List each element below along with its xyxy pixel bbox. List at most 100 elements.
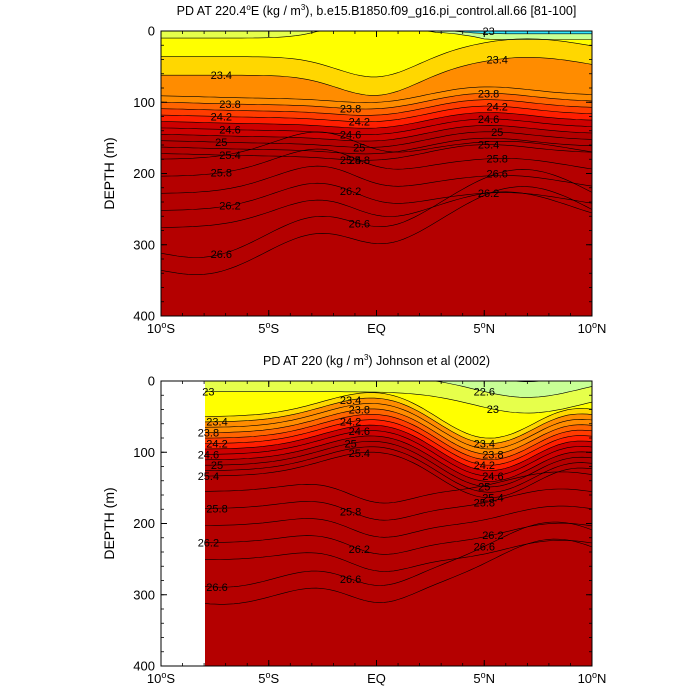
x-tick-label: 10oN xyxy=(578,670,607,686)
contour-label: 24.6 xyxy=(478,114,499,126)
x-tick-label: 5oN xyxy=(473,320,495,336)
contour-line xyxy=(160,144,593,161)
contour-label: 23.8 xyxy=(349,405,370,417)
contour-line xyxy=(160,105,593,123)
contour-label: 26.6 xyxy=(340,574,361,586)
contour-label: 25.4 xyxy=(219,150,240,162)
contour-label: 23.4 xyxy=(474,438,495,450)
contour-line xyxy=(161,57,593,96)
contour-line xyxy=(160,93,593,110)
contour-label: 26.2 xyxy=(349,544,370,556)
y-tick-label: 300 xyxy=(133,587,155,602)
contour-line xyxy=(205,391,593,414)
contour-label: 24.6 xyxy=(198,449,219,461)
contour-label: 24.2 xyxy=(340,417,361,429)
y-axis-label: DEPTH (m) xyxy=(101,487,117,559)
contour-label: 23.4 xyxy=(486,54,507,66)
y-tick-label: 200 xyxy=(133,166,155,181)
contour-label: 25.8 xyxy=(211,168,232,180)
contour-line xyxy=(205,471,593,504)
y-tick-label: 300 xyxy=(133,237,155,252)
contour-label: 23.8 xyxy=(198,428,219,440)
contour-label: 23.8 xyxy=(478,88,499,100)
contour-label: 25 xyxy=(353,142,365,154)
contour-label: 24.2 xyxy=(486,101,507,113)
contour-line xyxy=(160,131,593,160)
contour-line xyxy=(160,131,593,148)
contour-label: 23.8 xyxy=(482,449,503,461)
contour-label: 25.8 xyxy=(206,503,227,515)
contour-line xyxy=(204,521,593,588)
contour-label: 26.2 xyxy=(340,186,361,198)
contour-label: 25.8 xyxy=(474,498,495,510)
contour-label: 26.2 xyxy=(482,530,503,542)
contour-line xyxy=(205,408,593,455)
x-tick-label: 5oN xyxy=(473,670,495,686)
contour-label: 26.6 xyxy=(474,542,495,554)
contour-line xyxy=(160,165,593,194)
y-tick-label: 100 xyxy=(133,95,155,110)
contour-label: 26.2 xyxy=(478,188,499,200)
contour-line xyxy=(204,430,593,477)
contour-label: 23 xyxy=(482,26,494,38)
contour-label: 23.8 xyxy=(219,99,240,111)
density-band xyxy=(205,381,592,398)
contour-label: 25.8 xyxy=(340,507,361,519)
contour-label: 26.6 xyxy=(349,219,370,231)
contour-label: 24.6 xyxy=(482,471,503,483)
contour-line xyxy=(204,435,593,482)
contour-label: 23.4 xyxy=(206,417,227,429)
contour-label: 26.6 xyxy=(486,169,507,181)
chart-title: PD AT 220 (kg / m3) Johnson et al (2002) xyxy=(263,353,490,368)
x-tick-label: 10oN xyxy=(578,320,607,336)
y-axis-label: DEPTH (m) xyxy=(101,137,117,209)
contour-line xyxy=(160,86,593,103)
contour-label: 24.6 xyxy=(349,426,370,438)
contour-label: 26.6 xyxy=(211,249,232,261)
contour-label: 24.2 xyxy=(349,117,370,129)
contour-line xyxy=(205,414,593,461)
contour-line xyxy=(204,403,593,450)
contour-line xyxy=(205,505,593,538)
contour-label: 23.4 xyxy=(211,70,232,82)
contour-line xyxy=(204,424,593,471)
y-tick-label: 0 xyxy=(148,374,155,389)
y-tick-label: 0 xyxy=(148,24,155,39)
contour-line xyxy=(160,148,593,177)
contour-label: 25 xyxy=(211,460,223,472)
y-tick-label: 400 xyxy=(133,659,155,674)
x-tick-label: 5oS xyxy=(258,320,279,336)
contour-label: 25.4 xyxy=(340,155,361,167)
contour-line xyxy=(205,488,593,521)
contour-label: 22.6 xyxy=(474,387,495,399)
density-band xyxy=(161,31,592,77)
contour-label: 25.4 xyxy=(198,471,219,483)
contour-line xyxy=(205,451,593,499)
x-tick-label: EQ xyxy=(367,671,386,686)
contour-line xyxy=(160,191,593,228)
contour-label: 25.4 xyxy=(482,493,503,505)
contour-line xyxy=(160,186,593,275)
y-tick-label: 400 xyxy=(133,309,155,324)
contour-label: 26.6 xyxy=(206,582,227,594)
contour-label: 25.8 xyxy=(486,153,507,165)
contour-line xyxy=(204,397,593,444)
x-tick-label: 10oS xyxy=(147,670,175,686)
contour-line xyxy=(160,112,593,129)
contour-line xyxy=(160,124,593,142)
contour-line xyxy=(160,169,593,258)
contour-line xyxy=(160,99,593,116)
contour-line xyxy=(205,419,593,466)
contour-label: 26.2 xyxy=(219,201,240,213)
contour-label: 24.2 xyxy=(211,112,232,124)
contour-label: 23 xyxy=(202,387,214,399)
chart-title: PD AT 220.4oE (kg / m3), b.e15.B1850.f09… xyxy=(177,3,577,18)
contour-label: 26.2 xyxy=(198,538,219,550)
contour-label: 25 xyxy=(491,127,503,139)
contour-label: 25 xyxy=(478,482,490,494)
contour-label: 23.8 xyxy=(340,104,361,116)
x-tick-label: 5oS xyxy=(258,670,279,686)
contour-line xyxy=(204,538,593,605)
x-tick-label: 10oS xyxy=(147,320,175,336)
